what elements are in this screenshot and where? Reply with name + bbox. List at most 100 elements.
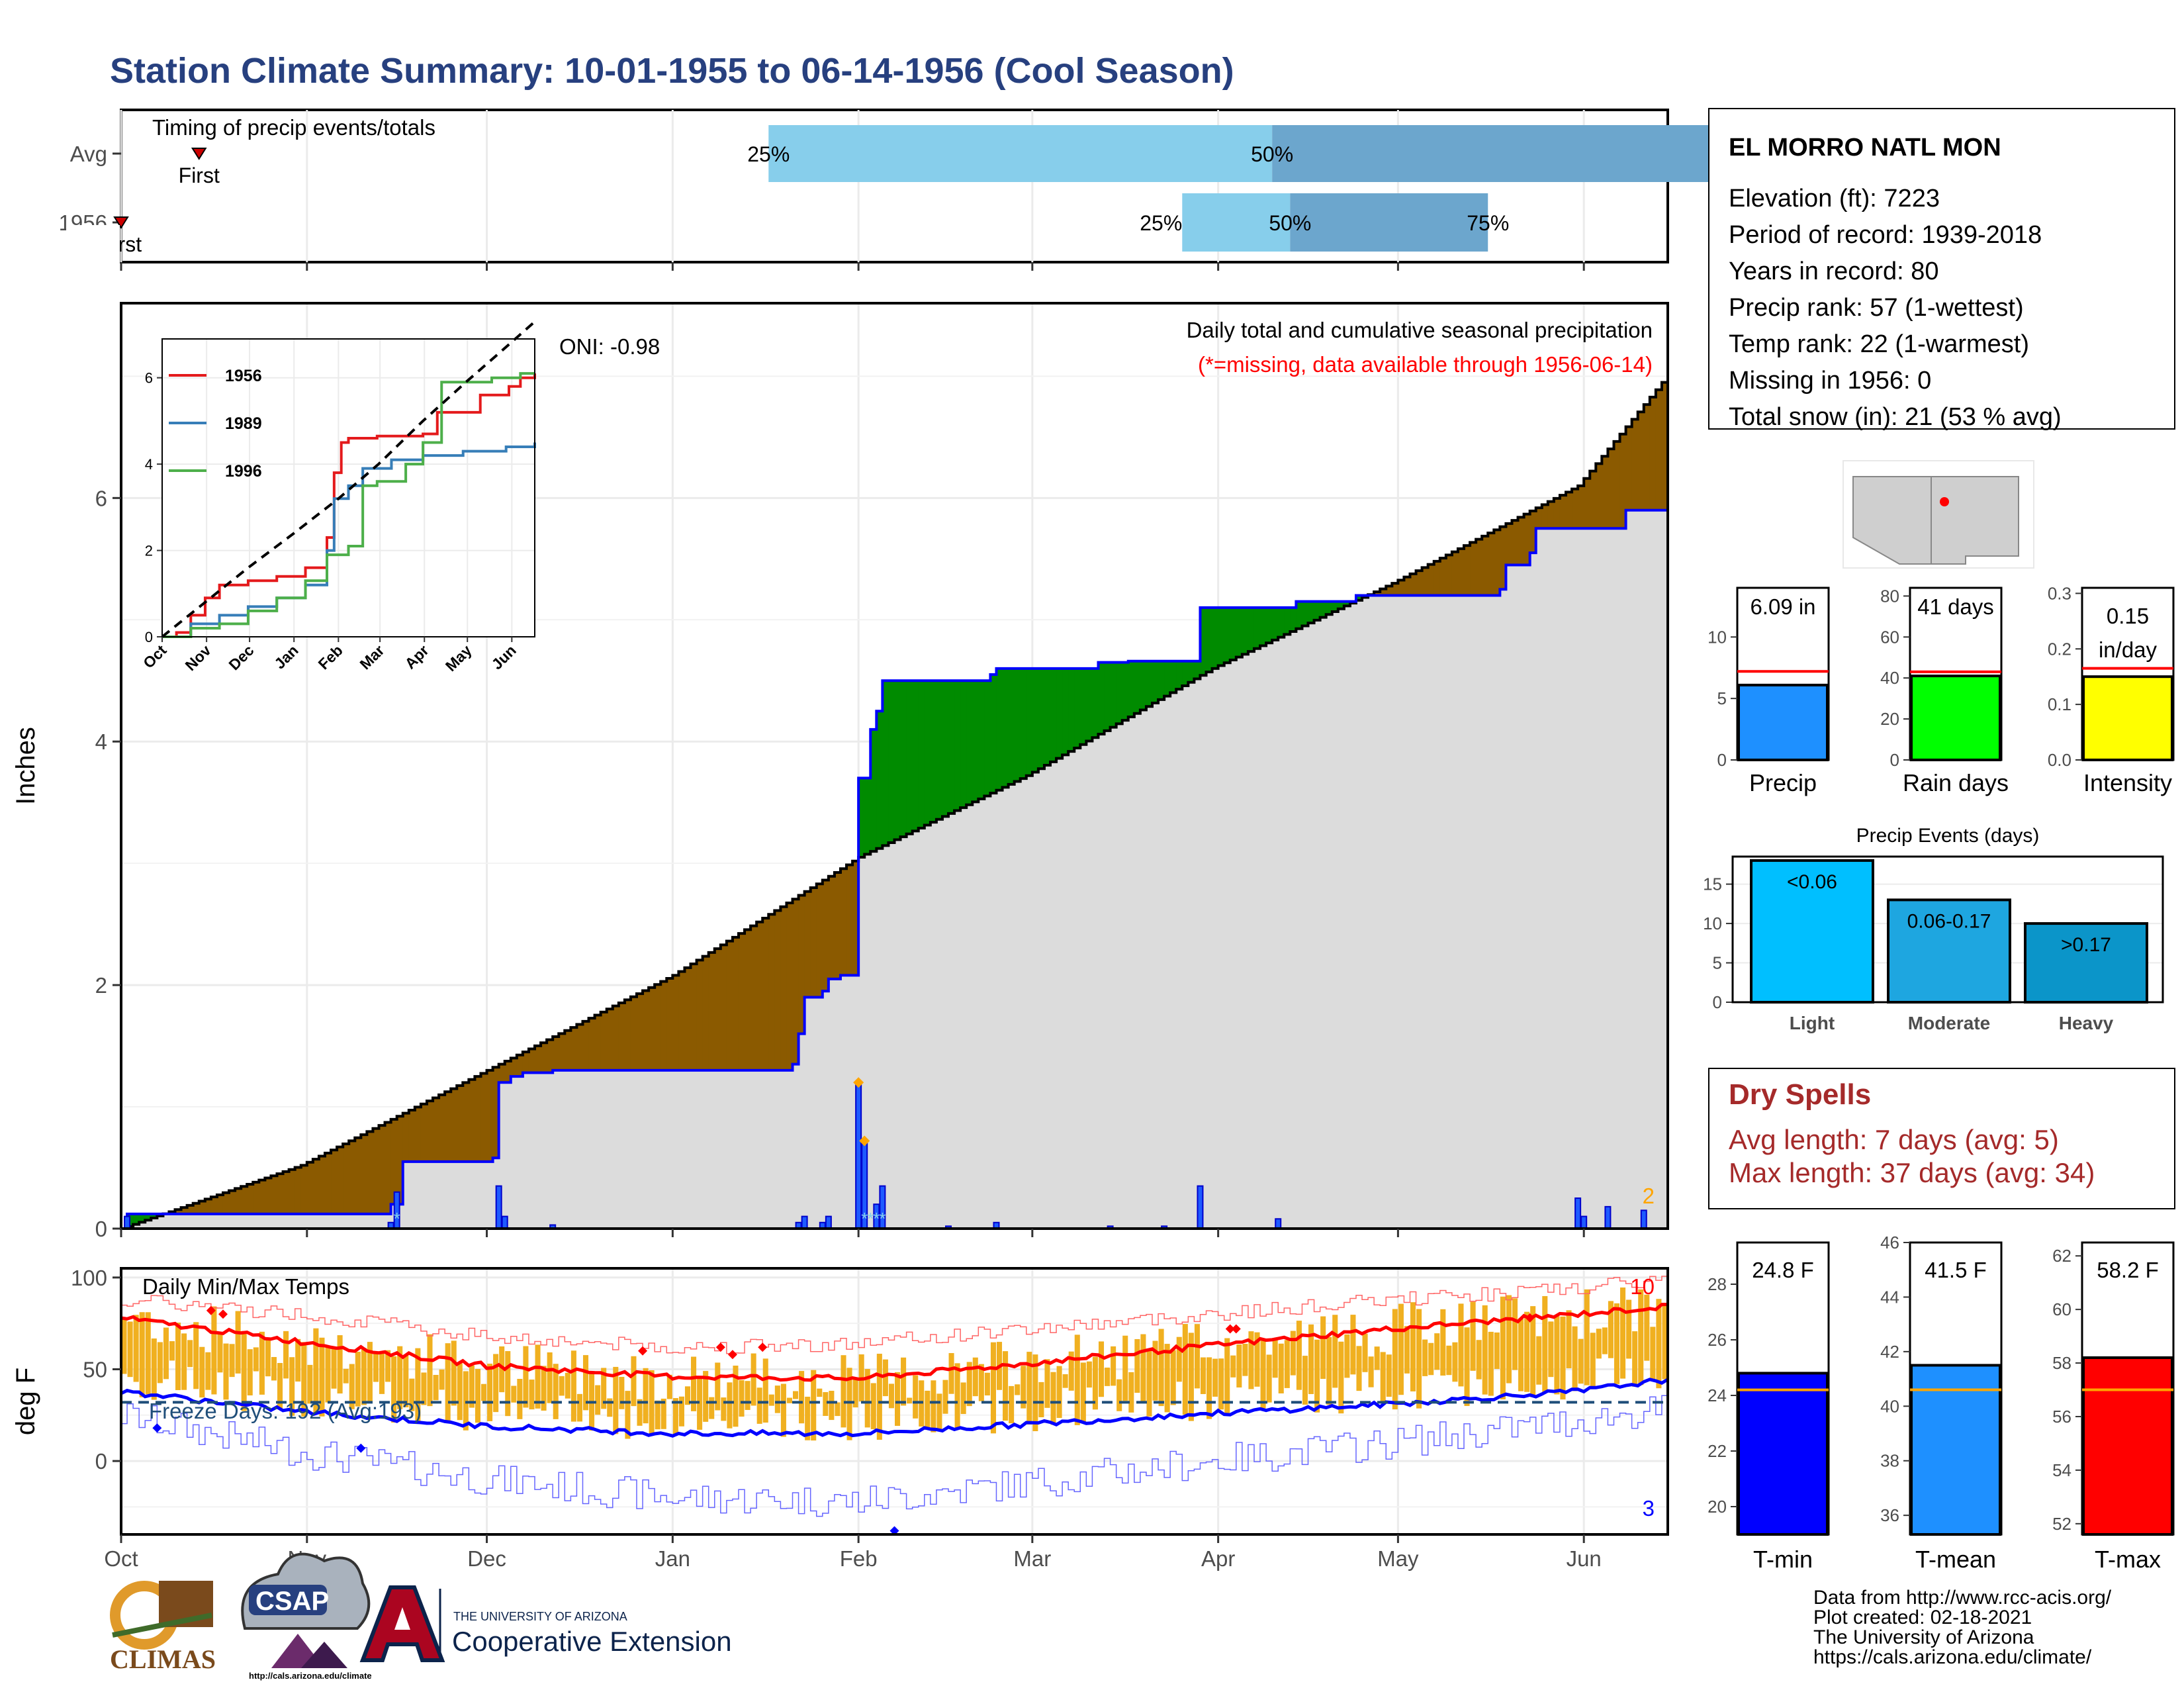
daily-temp-bar — [1338, 1341, 1344, 1414]
summary-bar-tick: 5 — [1717, 688, 1727, 708]
deficit-area — [1404, 577, 1410, 596]
temp-y-tick: 50 — [83, 1357, 107, 1382]
daily-temp-bar — [1212, 1358, 1218, 1397]
temp-summary-tick: 58 — [2052, 1353, 2071, 1373]
record-high-marker — [206, 1305, 216, 1315]
dry-spells-max: Max length: 37 days (avg: 34) — [1729, 1157, 2095, 1188]
daily-temp-bar — [990, 1342, 996, 1434]
daily-temp-bar — [1626, 1299, 1632, 1359]
daily-temp-bar — [799, 1371, 805, 1424]
daily-temp-bar — [1584, 1289, 1590, 1385]
temp-summary-tick: 28 — [1707, 1274, 1727, 1294]
daily-temp-bar — [576, 1393, 582, 1422]
timing-bar-25-50 — [768, 125, 1273, 182]
daily-temp-bar — [1224, 1338, 1230, 1414]
daily-temp-bar — [151, 1338, 157, 1400]
daily-temp-bar — [1392, 1309, 1398, 1410]
surplus-area — [1194, 661, 1201, 679]
surplus-area — [864, 778, 871, 855]
surplus-area — [870, 729, 877, 852]
daily-temp-bar — [1446, 1345, 1452, 1376]
summary-bar-tick: 0.1 — [2048, 694, 2071, 714]
surplus-area — [876, 711, 883, 849]
temp-summary-tick: 36 — [1880, 1505, 1899, 1525]
first-event-marker — [191, 148, 207, 160]
daily-temp-bar — [307, 1364, 313, 1404]
daily-temp-bar — [582, 1355, 589, 1411]
deficit-area — [684, 967, 692, 1070]
surplus-area — [1026, 668, 1033, 776]
daily-temp-bar — [283, 1331, 289, 1379]
surplus-area — [1032, 668, 1039, 773]
month-label: Jan — [655, 1546, 690, 1571]
summary-bar-value-unit: in/day — [2099, 637, 2158, 662]
temp-summary-bar-T-mean — [1910, 1364, 2001, 1536]
daily-temp-bar — [1105, 1367, 1111, 1386]
temp-y-tick: 100 — [71, 1266, 107, 1290]
daily-temp-bar — [175, 1323, 181, 1391]
surplus-area — [930, 680, 937, 823]
deficit-area — [840, 868, 847, 976]
daily-temp-bar — [1512, 1298, 1518, 1370]
deficit-area — [222, 1192, 230, 1214]
surplus-area — [1236, 607, 1243, 657]
event-category-label: Light — [1790, 1013, 1835, 1033]
temp-summary-value: 41.5 F — [1925, 1258, 1987, 1282]
state-outline-new-mexico — [1931, 476, 2019, 565]
event-category-label: Heavy — [2059, 1013, 2114, 1033]
deficit-area — [1428, 564, 1435, 596]
deficit-area — [1464, 545, 1471, 596]
temp-summary-tick: 24 — [1707, 1385, 1727, 1405]
surplus-area — [1122, 662, 1129, 721]
deficit-area — [271, 1176, 278, 1214]
deficit-area — [402, 1113, 410, 1162]
deficit-area — [1476, 539, 1482, 596]
surplus-area — [906, 680, 913, 834]
daily-temp-bar — [811, 1370, 817, 1441]
deficit-area — [390, 1119, 398, 1205]
daily-temp-bar — [762, 1358, 768, 1423]
daily-temp-bar — [1614, 1303, 1620, 1384]
daily-temp-bar — [241, 1331, 247, 1411]
daily-temp-bar — [1482, 1305, 1488, 1395]
daily-temp-bar — [1308, 1324, 1314, 1394]
surplus-area — [1200, 607, 1207, 676]
summary-bar-tick: 0.3 — [2048, 583, 2071, 603]
deficit-area — [1529, 510, 1537, 553]
y-tick-label: 0 — [95, 1217, 107, 1241]
daily-temp-bar — [1003, 1351, 1009, 1421]
deficit-area — [630, 996, 637, 1070]
deficit-area — [804, 891, 811, 998]
daily-temp-bar — [247, 1349, 253, 1396]
deficit-area — [475, 1076, 481, 1162]
deficit-area — [457, 1086, 463, 1162]
daily-temp-bar — [301, 1342, 307, 1417]
daily-temp-bar — [907, 1397, 913, 1404]
daily-temp-bar — [805, 1396, 811, 1440]
average-min-line — [120, 1378, 1669, 1438]
deficit-area — [498, 1064, 506, 1083]
daily-temp-bar — [253, 1347, 259, 1372]
deficit-area — [720, 945, 727, 1070]
inset-y-tick: 0 — [145, 629, 153, 645]
temp-panel-frame — [120, 1267, 1669, 1536]
summary-bar-value: 0.15 — [2107, 604, 2149, 628]
daily-precip-bar — [1640, 1209, 1647, 1229]
daily-temp-bar — [966, 1362, 972, 1407]
surplus-area — [1248, 607, 1255, 652]
surplus-area — [1188, 661, 1195, 682]
deficit-area — [1584, 478, 1590, 529]
deficit-area — [247, 1184, 253, 1214]
deficit-area — [553, 1036, 559, 1070]
missing-count: 2 — [1643, 1184, 1655, 1208]
timing-first-label: First — [179, 164, 220, 187]
daily-temp-bar — [337, 1335, 343, 1394]
daily-temp-bar — [1572, 1326, 1578, 1391]
surplus-area — [1230, 607, 1237, 660]
daily-temp-bar — [547, 1352, 553, 1403]
precip-events-chart: Precip Events (days) 0 5 10 15 <0.06 Light 0.06… — [1703, 825, 2164, 1033]
surplus-area — [1314, 601, 1321, 620]
surplus-area — [1050, 668, 1057, 762]
daily-temp-bar — [367, 1342, 373, 1403]
daily-temp-bar — [1009, 1385, 1015, 1424]
